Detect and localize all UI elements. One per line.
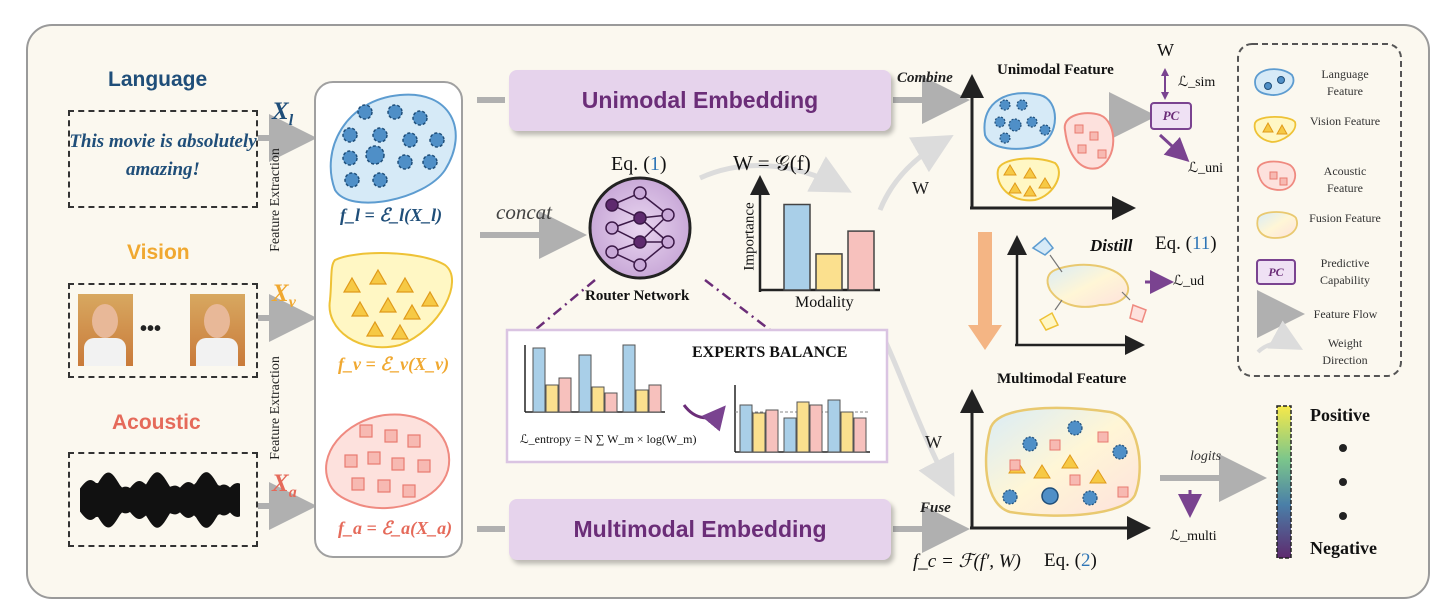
negative-label: Negative (1310, 538, 1377, 558)
legend-vision: Vision Feature (1309, 114, 1381, 128)
unimodal-embedding-block: Unimodal Embedding (509, 70, 891, 131)
multi-loss-label: ℒ_multi (1170, 529, 1217, 544)
audio-waveform (80, 472, 240, 528)
experts-chart-after (734, 385, 870, 453)
fuse-label: Fuse (920, 500, 951, 516)
acoustic-title: Acoustic (112, 411, 201, 434)
distill-label: Distill (1090, 236, 1133, 255)
weight-label-bottom: W (925, 432, 942, 452)
sim-weight-label: W (1157, 40, 1174, 60)
logits-label: logits (1190, 449, 1222, 464)
sim-loss-label: ℒ_sim (1178, 75, 1216, 90)
sentiment-dots (1339, 444, 1347, 520)
language-title: Language (108, 68, 208, 91)
legend-fusion: Fusion Feature (1309, 211, 1381, 225)
legend-box (1237, 43, 1402, 377)
flow-arrows (477, 76, 1267, 553)
uni-loss-arrow (1158, 133, 1190, 163)
video-frame-1 (78, 294, 133, 366)
router-eq-ref: Eq. (1) (611, 153, 667, 175)
importance-bar-acoustic (847, 230, 875, 291)
vision-feature-blob (328, 252, 454, 349)
video-frame-2 (190, 294, 245, 366)
unimodal-feature-title: Unimodal Feature (997, 62, 1114, 78)
importance-bar-vision (815, 253, 843, 291)
importance-bar-language (783, 203, 811, 291)
legend-weight-direction: Weight Direction (1322, 336, 1368, 367)
multimodal-feature-plot (960, 389, 1151, 540)
vision-input-var: Xv (272, 280, 296, 311)
concat-label: concat (496, 200, 552, 224)
multimodal-feature-title: Multimodal Feature (997, 371, 1127, 387)
fusion-eq: f_c = ℱ(f′, W) (913, 551, 1021, 572)
language-feature-blob (329, 93, 457, 204)
legend-acoustic: Acoustic Feature (1323, 164, 1367, 195)
language-input-text: This movie is absolutely amazing! (69, 131, 257, 180)
experts-balance-title: EXPERTS BALANCE (692, 344, 848, 361)
language-input-var: Xl (272, 98, 294, 129)
acoustic-feature-blob (325, 413, 451, 510)
importance-ylabel: Importance (741, 202, 758, 271)
uni-loss-label: ℒ_uni (1188, 161, 1223, 176)
importance-xlabel: Modality (795, 294, 854, 311)
balance-arrow (682, 404, 726, 432)
feature-extraction-label-1: Feature Extraction (268, 148, 283, 252)
router-label: Router Network (585, 288, 690, 304)
vision-title: Vision (127, 241, 190, 264)
acoustic-input-box (68, 452, 258, 547)
weight-label-top: W (912, 178, 929, 198)
sentiment-scale (1276, 405, 1292, 559)
combine-label: Combine (897, 70, 953, 86)
router-expert-link (534, 279, 771, 331)
router-network-icon (588, 176, 692, 280)
acoustic-input-var: Xa (272, 470, 297, 501)
importance-chart (750, 175, 880, 292)
distill-plot (1007, 235, 1174, 355)
vision-feature-eq: f_v = ℰ_v(X_v) (338, 354, 450, 374)
frames-ellipsis: ••• (140, 318, 162, 340)
positive-label: Positive (1310, 405, 1370, 425)
extraction-arrows (258, 114, 317, 530)
legend-feature-flow: Feature Flow (1313, 307, 1378, 321)
legend-predictive: Predictive Capability (1320, 256, 1370, 287)
feature-extraction-label-2: Feature Extraction (268, 356, 283, 460)
legend-pc-badge: PC (1256, 259, 1296, 285)
weight-eq: W = 𝒢(f) (733, 151, 811, 175)
unimodal-feature-plot (960, 74, 1136, 220)
vision-input-box (68, 283, 258, 378)
ud-loss-label: ℒ_ud (1173, 274, 1205, 289)
language-input-box (68, 110, 258, 208)
distill-arrow (968, 232, 1002, 350)
language-feature-eq: f_l = ℰ_l(X_l) (340, 205, 443, 225)
acoustic-feature-eq: f_a = ℰ_a(X_a) (338, 518, 453, 538)
fusion-eq-ref: Eq. (2) (1044, 550, 1097, 571)
multimodal-embedding-block: Multimodal Embedding (509, 499, 891, 560)
entropy-eq: ℒ_entropy = N ∑ W_m × log(W_m) (520, 432, 697, 446)
legend-icons (1253, 68, 1305, 354)
experts-chart-before (524, 344, 665, 413)
distill-eq-ref: Eq. (11) (1155, 233, 1217, 254)
predictive-capability-box: PC (1150, 102, 1192, 130)
legend-language: Language Feature (1321, 67, 1369, 98)
